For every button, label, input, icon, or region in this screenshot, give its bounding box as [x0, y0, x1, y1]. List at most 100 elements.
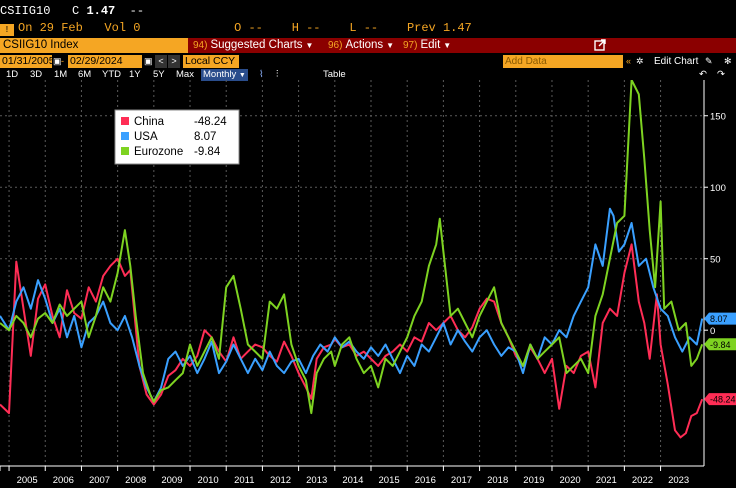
table-button[interactable]: Table [323, 69, 346, 80]
china-last-value-tag [704, 393, 736, 406]
redo-icon[interactable]: ↷ [717, 69, 725, 80]
china-last-value-label: -48.24 [710, 395, 736, 405]
suggested-charts-menu[interactable]: 94) Suggested Charts ▼ [193, 38, 313, 53]
settings-gear-icon[interactable]: ✲ [636, 56, 644, 66]
x-tick-label: 2006 [53, 475, 74, 486]
currency-select[interactable]: Local CCY ▼ [183, 55, 239, 79]
range-ytd-button[interactable]: YTD [102, 69, 121, 80]
range-1y-button[interactable]: 1Y [129, 69, 141, 80]
security-field[interactable]: CSIIG10 Index [0, 38, 188, 53]
eurozone-series-line [0, 80, 704, 415]
x-tick-label: 2016 [415, 475, 436, 486]
currency-value: Local CCY [185, 55, 235, 67]
calendar-icon[interactable]: ▣ [144, 56, 153, 66]
add-data-input[interactable]: Add Data [503, 55, 623, 68]
close-value: 1.47 [86, 4, 116, 18]
quote-line-1: CSIIG10 C 1.47 -- [0, 4, 144, 18]
gridlines [0, 80, 704, 466]
eurozone-last-value-tag [704, 338, 736, 351]
prev-value: 1.47 [442, 21, 472, 35]
legend-box [114, 109, 240, 165]
range-toolbar: 1D 3D 1M 6M YTD 1Y 5Y Max Monthly ▼ ⌇ ⫶ … [0, 69, 736, 81]
on-date-label: On 29 Feb [18, 21, 83, 35]
ticker-label: CSIIG10 [0, 4, 51, 18]
series-layer [0, 80, 704, 439]
x-tick-label: 2014 [342, 475, 363, 486]
x-tick-label: 2017 [451, 475, 472, 486]
command-bar: CSIIG10 Index 94) Suggested Charts ▼ 96) Ac… [0, 38, 736, 53]
edit-pencil-icon[interactable]: ✎ [705, 56, 713, 66]
gear-icon[interactable]: ✻ [724, 56, 732, 66]
frequency-select[interactable]: Monthly ▼ [201, 69, 248, 81]
range-6m-button[interactable]: 6M [78, 69, 92, 80]
edit-menu[interactable]: 97) Edit ▼ [403, 38, 451, 53]
caret-down-icon: ▼ [305, 41, 314, 50]
range-1m-button[interactable]: 1M [54, 69, 68, 80]
menu-label: Edit [420, 39, 441, 51]
legend-usa-value: 8.07 [194, 131, 216, 143]
undo-icon[interactable]: ↶ [699, 69, 707, 80]
legend[interactable]: China -48.24 USA 8.07 Eurozone -9.84 [114, 109, 240, 165]
dash-separator: - [61, 56, 64, 66]
menu-number: 96) [328, 40, 343, 51]
y-tick-label: 150 [710, 112, 726, 123]
china-swatch [121, 117, 129, 125]
collapse-icon[interactable]: « [626, 56, 632, 66]
legend-eurozone-value: -9.84 [194, 146, 221, 158]
y-tick-label: 0 [710, 326, 715, 337]
frequency-value: Monthly [203, 69, 237, 80]
range-3d-button[interactable]: 3D [30, 69, 43, 80]
legend-china-value: -48.24 [194, 116, 227, 128]
start-date-input[interactable]: 01/31/2005 [0, 55, 55, 68]
actions-menu[interactable]: 96) Actions ▼ [328, 38, 394, 53]
menu-number: 94) [193, 40, 208, 51]
x-tick-label: 2010 [198, 475, 219, 486]
x-tick-label: 2012 [270, 475, 291, 486]
eurozone-swatch [121, 147, 129, 155]
usa-series-line [0, 207, 704, 403]
caret-down-icon: ▼ [185, 70, 193, 79]
range-max-button[interactable]: Max [176, 69, 194, 80]
range-5y-button[interactable]: 5Y [153, 69, 165, 80]
prev-label: Prev [406, 21, 436, 35]
legend-eurozone-name: Eurozone [134, 146, 183, 158]
legend-usa-name: USA [134, 131, 158, 143]
calendar-icon[interactable]: ▣ [53, 56, 62, 66]
x-tick-label: 2022 [632, 475, 653, 486]
prev-period-button[interactable]: < [155, 55, 167, 68]
quote-line-2: ! On 29 Feb Vol 0 O -- H -- L -- Prev 1.4… [0, 21, 472, 36]
caret-down-icon: ▼ [443, 41, 452, 50]
close-label: C [72, 4, 80, 18]
y-tick-label: 100 [710, 183, 726, 194]
bar-style-icon[interactable]: ⫶ [276, 69, 279, 80]
menu-number: 97) [403, 40, 418, 51]
volume-label: Vol 0 [104, 21, 141, 35]
caret-down-icon: ▼ [386, 41, 395, 50]
legend-china-name: China [134, 116, 165, 128]
end-date-input[interactable]: 02/29/2024 [68, 55, 142, 68]
y-axis-ticks: 0 50 100 150 [704, 112, 726, 337]
usa-last-value-label: 8.07 [710, 314, 728, 324]
line-chart-icon[interactable]: ⌇ [259, 69, 264, 80]
menu-label: Actions [345, 39, 384, 51]
x-tick-label: 2007 [89, 475, 110, 486]
y-tick-label: 50 [710, 255, 721, 266]
quote-header: CSIIG10 C 1.47 -- ! On 29 Feb Vol 0 O -- … [0, 0, 736, 38]
export-icon[interactable] [594, 39, 606, 51]
caret-down-icon: ▼ [238, 72, 246, 79]
x-tick-label: 2020 [560, 475, 581, 486]
high-label: H -- [291, 21, 321, 35]
x-tick-label: 2008 [125, 475, 146, 486]
menu-label: Suggested Charts [210, 39, 303, 51]
range-1d-button[interactable]: 1D [6, 69, 19, 80]
alert-icon[interactable]: ! [0, 24, 14, 36]
next-period-button[interactable]: > [168, 55, 180, 68]
x-tick-label: 2019 [523, 475, 544, 486]
x-tick-label: 2015 [379, 475, 400, 486]
last-value-labels: 8.07 -9.84 -48.24 [704, 312, 736, 406]
edit-chart-button[interactable]: Edit Chart [654, 56, 699, 67]
x-tick-label: 2013 [306, 475, 327, 486]
open-label: O -- [234, 21, 263, 35]
x-tick-label: 2005 [17, 475, 38, 486]
